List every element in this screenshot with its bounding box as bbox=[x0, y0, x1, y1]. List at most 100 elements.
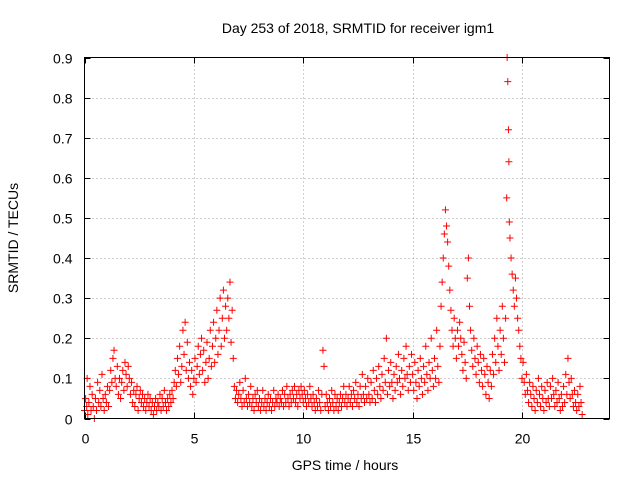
data-point bbox=[481, 370, 489, 378]
data-point bbox=[562, 370, 570, 378]
y-tick-label: 0 bbox=[65, 412, 73, 428]
data-point bbox=[495, 366, 503, 374]
data-point bbox=[99, 394, 107, 402]
data-point bbox=[178, 362, 186, 370]
data-point bbox=[348, 402, 356, 410]
data-point bbox=[498, 302, 506, 310]
data-point bbox=[447, 306, 455, 314]
data-point bbox=[251, 390, 259, 398]
data-point bbox=[82, 394, 90, 402]
data-point bbox=[527, 390, 535, 398]
data-point bbox=[175, 370, 183, 378]
data-point bbox=[493, 314, 501, 322]
data-point bbox=[101, 390, 109, 398]
data-point bbox=[578, 410, 586, 418]
data-point bbox=[377, 394, 385, 402]
data-point bbox=[208, 342, 216, 350]
data-point bbox=[434, 362, 442, 370]
y-tick-label: 0.3 bbox=[53, 291, 73, 307]
y-tick-labels: 0 0.1 0.2 0.3 0.4 0.5 0.6 0.7 0.8 0.9 bbox=[53, 51, 73, 428]
data-point bbox=[369, 366, 377, 374]
data-point bbox=[347, 390, 355, 398]
data-point bbox=[195, 370, 203, 378]
data-point bbox=[108, 378, 116, 386]
data-point bbox=[436, 342, 444, 350]
data-point bbox=[392, 362, 400, 370]
data-point bbox=[421, 378, 429, 386]
data-point bbox=[211, 358, 219, 366]
y-tick-label: 0.4 bbox=[53, 251, 73, 267]
data-point bbox=[375, 362, 383, 370]
data-point bbox=[402, 342, 410, 350]
data-point bbox=[577, 398, 585, 406]
data-point bbox=[420, 362, 428, 370]
data-point bbox=[471, 354, 479, 362]
data-point bbox=[94, 378, 102, 386]
data-point bbox=[112, 382, 120, 390]
data-point bbox=[291, 382, 298, 390]
data-point bbox=[473, 342, 481, 350]
data-point bbox=[479, 382, 487, 390]
data-point bbox=[556, 406, 564, 414]
data-point bbox=[452, 354, 460, 362]
data-point bbox=[113, 362, 121, 370]
data-point bbox=[334, 406, 342, 414]
data-point bbox=[154, 398, 162, 406]
data-point bbox=[229, 354, 237, 362]
data-point bbox=[312, 394, 320, 402]
plot-frame bbox=[84, 57, 610, 419]
data-point bbox=[128, 378, 136, 386]
data-point bbox=[482, 390, 490, 398]
data-point bbox=[488, 350, 496, 358]
data-point bbox=[136, 386, 144, 394]
y-tick-label: 0.2 bbox=[53, 331, 73, 347]
data-point bbox=[365, 390, 373, 398]
data-point bbox=[438, 278, 446, 286]
axis-ticks bbox=[84, 57, 610, 420]
data-point bbox=[207, 362, 215, 370]
data-point bbox=[456, 318, 464, 326]
data-point bbox=[555, 394, 563, 402]
y-tick-label: 0.7 bbox=[53, 131, 73, 147]
data-point bbox=[242, 394, 250, 402]
data-point bbox=[176, 342, 184, 350]
data-point bbox=[245, 390, 253, 398]
data-point bbox=[546, 382, 554, 390]
data-point bbox=[85, 398, 93, 406]
data-point bbox=[218, 314, 226, 322]
data-point bbox=[475, 378, 483, 386]
data-point bbox=[286, 390, 294, 398]
data-point bbox=[203, 338, 211, 346]
data-point bbox=[194, 342, 202, 350]
data-point bbox=[144, 390, 152, 398]
data-point bbox=[122, 370, 130, 378]
data-point bbox=[379, 386, 387, 394]
data-point bbox=[487, 382, 495, 390]
data-point bbox=[322, 390, 330, 398]
data-point bbox=[213, 306, 221, 314]
data-point bbox=[166, 390, 174, 398]
data-point bbox=[492, 358, 500, 366]
data-point bbox=[386, 382, 394, 390]
data-point bbox=[459, 366, 467, 374]
data-point bbox=[221, 334, 228, 342]
data-point bbox=[368, 394, 376, 402]
y-tick-label: 0.6 bbox=[53, 171, 73, 187]
data-point bbox=[476, 350, 484, 358]
data-point bbox=[413, 394, 421, 402]
data-point bbox=[353, 398, 361, 406]
data-point bbox=[370, 386, 378, 394]
data-point bbox=[116, 374, 123, 382]
data-point bbox=[89, 402, 97, 410]
data-point bbox=[268, 406, 276, 414]
data-point bbox=[428, 366, 436, 374]
data-point bbox=[574, 390, 582, 398]
data-point bbox=[462, 374, 470, 382]
data-point bbox=[453, 326, 461, 334]
data-point bbox=[320, 362, 328, 370]
data-point bbox=[187, 382, 195, 390]
data-point bbox=[494, 342, 502, 350]
data-point bbox=[423, 370, 431, 378]
data-point bbox=[168, 386, 176, 394]
data-point bbox=[543, 378, 551, 386]
